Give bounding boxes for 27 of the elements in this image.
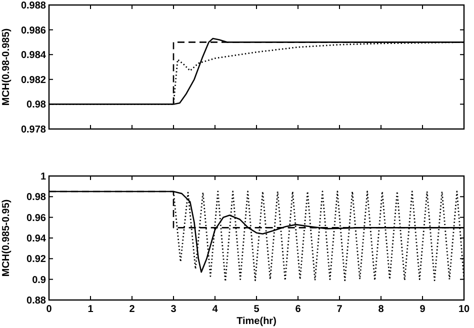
y-tick-label: 0.984	[20, 50, 46, 62]
y-axis-title: MCH(0.985-0.95)	[1, 199, 12, 277]
y-tick-label: 0.92	[26, 254, 46, 266]
x-axis-title: Time(hr)	[236, 316, 276, 327]
x-tick-label: 2	[129, 304, 136, 315]
y-tick-label: 0.986	[20, 25, 46, 36]
x-tick-label: 3	[170, 304, 177, 315]
x-tick-label: 4	[212, 304, 218, 315]
y-tick-label: 0.94	[26, 234, 46, 244]
x-tick-label: 1	[88, 304, 94, 315]
x-tick-label: 0	[46, 304, 52, 315]
y-tick-label: 0.88	[26, 296, 46, 306]
y-tick-label: 0.98	[26, 192, 46, 204]
x-tick-label: 5	[254, 304, 260, 315]
x-tick-label: 10	[458, 304, 470, 315]
y-tick-label: 0.96	[26, 212, 46, 224]
x-tick-label: 8	[378, 304, 384, 315]
x-tick-label: 6	[295, 304, 302, 315]
y-tick-label: 0.978	[20, 124, 46, 136]
y-tick-label: 0.988	[20, 0, 46, 12]
x-tick-label: 7	[336, 304, 343, 315]
y-axis-title: MCH(0.98-0.985)	[1, 28, 12, 106]
y-tick-label: 0.9	[32, 274, 46, 286]
y-tick-label: 1	[40, 172, 46, 182]
y-tick-label: 0.982	[20, 74, 46, 86]
x-tick-label: 9	[420, 304, 426, 315]
y-tick-label: 0.98	[26, 100, 46, 111]
